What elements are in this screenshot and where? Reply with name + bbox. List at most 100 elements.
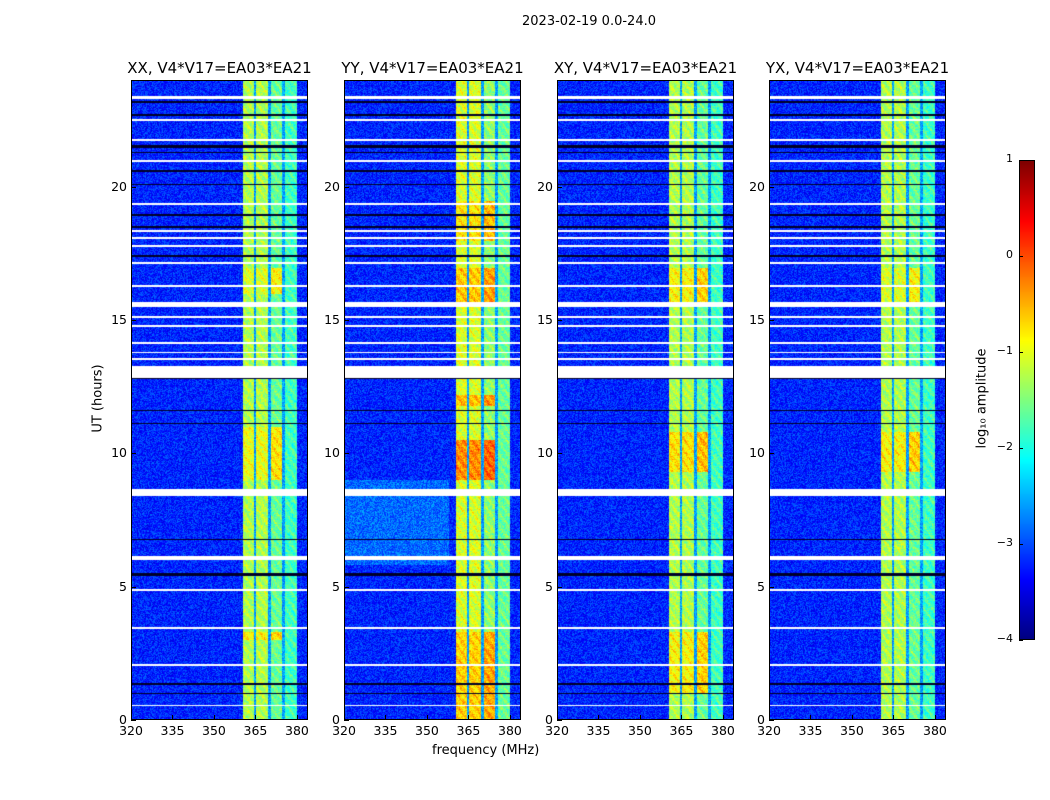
heatmap-image [132, 81, 307, 719]
colorbar-tick-label: −1 [996, 344, 1013, 357]
x-tick-mark [468, 715, 470, 720]
x-tick-label: 380 [711, 723, 735, 738]
colorbar-tick-label: −4 [996, 632, 1013, 645]
y-tick-label: 15 [111, 312, 127, 327]
x-tick-label: 335 [586, 723, 611, 738]
y-tick-mark [344, 586, 349, 588]
x-tick-mark [598, 715, 600, 720]
x-tick-mark [934, 715, 936, 720]
x-tick-label: 320 [332, 723, 356, 738]
heatmap-panel [344, 80, 521, 720]
x-tick-mark [810, 715, 812, 720]
y-tick-label: 15 [537, 312, 553, 327]
x-tick-label: 380 [923, 723, 947, 738]
x-tick-mark [639, 715, 641, 720]
x-tick-mark [851, 715, 853, 720]
y-tick-mark [344, 320, 349, 321]
y-axis-label: UT (hours) [90, 364, 106, 433]
y-tick-mark [557, 453, 562, 455]
x-tick-mark [722, 715, 724, 720]
x-tick-label: 320 [757, 723, 781, 738]
y-tick-mark [131, 586, 136, 588]
x-tick-label: 380 [498, 723, 522, 738]
x-tick-mark [255, 715, 257, 720]
x-tick-mark [769, 715, 770, 720]
x-tick-mark [426, 715, 428, 720]
panel-title: YY, V4*V17=EA03*EA21 [341, 59, 524, 77]
y-tick-label: 20 [111, 178, 127, 194]
y-tick-label: 5 [545, 578, 553, 594]
panel-title: XX, V4*V17=EA03*EA21 [127, 59, 312, 77]
y-tick-label: 20 [324, 178, 340, 194]
y-tick-mark [557, 186, 562, 188]
y-tick-mark [131, 453, 136, 455]
y-tick-mark [557, 586, 562, 588]
y-tick-mark [557, 720, 562, 721]
y-tick-label: 15 [749, 312, 765, 327]
y-tick-mark [131, 320, 136, 321]
colorbar-tick-mark [1019, 160, 1023, 161]
y-tick-mark [131, 720, 136, 721]
y-tick-label: 10 [111, 445, 127, 461]
x-axis-label: frequency (MHz) [432, 743, 540, 758]
y-tick-label: 5 [332, 578, 340, 594]
colorbar-tick-label: 0 [1006, 248, 1013, 261]
y-tick-label: 10 [537, 445, 553, 461]
y-tick-mark [769, 186, 774, 188]
y-tick-mark [344, 186, 349, 188]
x-tick-mark [296, 715, 298, 720]
x-tick-label: 320 [119, 723, 143, 738]
x-tick-label: 335 [373, 723, 398, 738]
colorbar-tick-label: 1 [1006, 152, 1013, 165]
x-tick-mark [172, 715, 174, 720]
panel-title: XY, V4*V17=EA03*EA21 [553, 59, 738, 77]
x-tick-label: 335 [798, 723, 823, 738]
x-tick-label: 335 [160, 723, 185, 738]
x-tick-mark [557, 715, 558, 720]
x-tick-mark [344, 715, 345, 720]
x-tick-label: 380 [285, 723, 309, 738]
y-tick-label: 10 [324, 445, 340, 461]
heatmap-panel [769, 80, 946, 720]
x-tick-mark [131, 715, 132, 720]
x-tick-label: 365 [456, 723, 481, 738]
x-tick-mark [681, 715, 683, 720]
y-tick-label: 0 [757, 712, 765, 727]
heatmap-image [558, 81, 733, 719]
y-tick-label: 0 [119, 712, 127, 727]
colorbar-tick-label: −3 [996, 536, 1013, 549]
panel-title: YX, V4*V17=EA03*EA21 [765, 59, 950, 77]
y-tick-mark [557, 320, 562, 321]
y-tick-mark [769, 453, 774, 455]
x-tick-label: 350 [202, 723, 226, 738]
y-tick-mark [344, 720, 349, 721]
y-tick-label: 15 [324, 312, 340, 327]
colorbar-tick-mark [1019, 256, 1023, 257]
y-tick-mark [344, 453, 349, 455]
colorbar-gradient [1020, 161, 1034, 639]
x-tick-label: 350 [840, 723, 864, 738]
x-tick-label: 365 [881, 723, 906, 738]
y-tick-label: 10 [749, 445, 765, 461]
x-tick-label: 365 [243, 723, 268, 738]
figure-title: 2023-02-19 0.0-24.0 [522, 14, 656, 29]
x-tick-label: 350 [415, 723, 439, 738]
x-tick-mark [509, 715, 511, 720]
x-tick-mark [213, 715, 215, 720]
y-tick-label: 5 [757, 578, 765, 594]
colorbar-tick-label: −2 [996, 440, 1013, 453]
heatmap-image [770, 81, 945, 719]
x-tick-mark [385, 715, 387, 720]
colorbar [1019, 160, 1035, 640]
y-tick-label: 20 [749, 178, 765, 194]
x-tick-mark [893, 715, 895, 720]
colorbar-tick-mark [1019, 640, 1023, 641]
y-tick-label: 0 [332, 712, 340, 727]
x-tick-label: 350 [628, 723, 652, 738]
y-tick-mark [769, 720, 774, 721]
heatmap-panel [557, 80, 734, 720]
heatmap-image [345, 81, 520, 719]
heatmap-panel [131, 80, 308, 720]
x-tick-label: 320 [545, 723, 569, 738]
